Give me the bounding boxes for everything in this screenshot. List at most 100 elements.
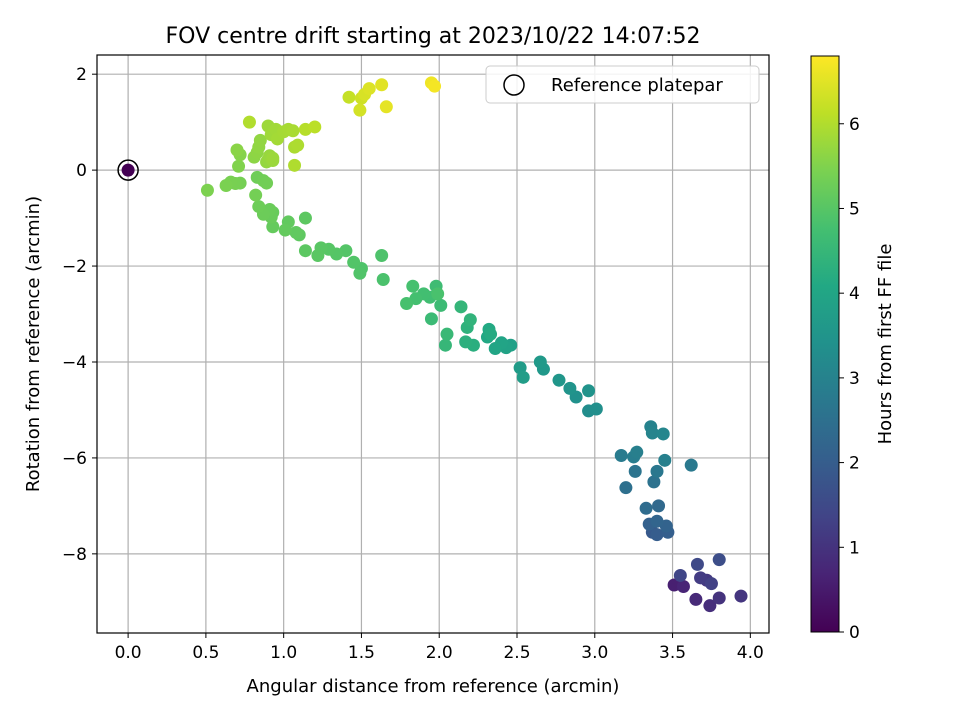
- colorbar-tick-label: 4: [849, 284, 860, 304]
- data-point: [438, 338, 452, 352]
- data-point: [658, 453, 672, 467]
- data-point: [375, 249, 389, 263]
- data-point: [712, 591, 726, 605]
- data-point: [614, 449, 628, 463]
- data-point: [266, 220, 280, 234]
- data-point: [242, 115, 256, 129]
- x-tick-label: 2.0: [426, 643, 453, 663]
- y-tick-label: −6: [62, 449, 87, 469]
- data-point: [311, 249, 325, 263]
- data-point: [704, 577, 718, 591]
- data-point: [424, 312, 438, 326]
- data-point: [673, 568, 687, 582]
- data-point: [434, 298, 448, 312]
- data-point: [712, 553, 726, 567]
- data-point: [690, 557, 704, 571]
- data-point: [650, 464, 664, 478]
- y-axis-label: Rotation from reference (arcmin): [23, 196, 44, 492]
- data-point: [219, 178, 233, 192]
- data-point: [684, 458, 698, 472]
- data-point: [647, 475, 661, 489]
- data-point: [656, 427, 670, 441]
- x-axis-label: Angular distance from reference (arcmin): [247, 676, 620, 697]
- x-tick-label: 3.5: [659, 643, 686, 663]
- colorbar-label: Hours from first FF file: [875, 244, 896, 445]
- legend: Reference platepar: [485, 65, 760, 104]
- data-point: [488, 342, 502, 356]
- data-points: [117, 76, 748, 613]
- chart-title: FOV centre drift starting at 2023/10/22 …: [166, 24, 701, 49]
- data-point: [298, 211, 312, 225]
- data-point: [252, 200, 266, 214]
- data-point: [406, 279, 420, 293]
- data-point: [582, 384, 596, 398]
- data-point: [431, 287, 445, 301]
- data-point: [428, 79, 442, 93]
- x-tick-label: 2.5: [503, 643, 530, 663]
- data-point: [639, 501, 653, 515]
- data-point: [253, 133, 267, 147]
- data-point: [347, 255, 361, 269]
- x-tick-label: 1.5: [348, 643, 375, 663]
- legend-marker: [503, 74, 525, 96]
- y-axis-ticks: 2 0 −2 −4 −6 −8: [62, 65, 97, 565]
- colorbar-tick-label: 0: [849, 623, 860, 643]
- data-point: [552, 373, 566, 387]
- colorbar-tick-label: 1: [849, 538, 860, 558]
- data-point: [676, 579, 690, 593]
- x-axis-ticks: 0.0 0.5 1.0 1.5 2.0 2.5 3.0 3.5 4.0: [115, 633, 764, 663]
- data-point: [619, 481, 633, 495]
- colorbar-tick-label: 2: [849, 454, 860, 474]
- data-point: [291, 138, 305, 152]
- x-tick-label: 3.0: [581, 643, 608, 663]
- data-point: [232, 159, 246, 173]
- data-point: [734, 589, 748, 603]
- data-point: [645, 426, 659, 440]
- data-point: [454, 300, 468, 314]
- data-point: [628, 464, 642, 478]
- grid: [97, 55, 769, 633]
- x-tick-label: 0.0: [115, 643, 142, 663]
- data-point: [563, 381, 577, 395]
- data-point: [630, 445, 644, 459]
- data-point: [362, 82, 376, 96]
- data-point: [308, 120, 322, 134]
- data-point: [289, 225, 303, 239]
- x-tick-label: 4.0: [737, 643, 764, 663]
- data-point: [375, 78, 389, 92]
- x-tick-label: 1.0: [270, 643, 297, 663]
- legend-box: [485, 65, 760, 104]
- data-point: [703, 599, 717, 613]
- reference-marker: [117, 159, 139, 181]
- data-point: [516, 370, 530, 384]
- plot-frame: [96, 54, 770, 634]
- data-point: [200, 183, 214, 197]
- y-tick-label: 2: [76, 65, 87, 85]
- data-point: [650, 528, 664, 542]
- colorbar-tick-label: 5: [849, 199, 860, 219]
- colorbar-tick-label: 3: [849, 369, 860, 389]
- data-point: [342, 90, 356, 104]
- data-point: [459, 335, 473, 349]
- colorbar-gradient: [810, 55, 840, 633]
- y-tick-label: −4: [62, 353, 87, 373]
- data-point: [278, 223, 292, 237]
- data-point: [652, 499, 666, 513]
- reference-point: [121, 163, 135, 177]
- data-point: [266, 151, 280, 165]
- data-point: [379, 100, 393, 114]
- data-point: [298, 244, 312, 258]
- data-point: [288, 158, 302, 172]
- data-point: [286, 124, 300, 138]
- y-tick-label: −2: [62, 257, 87, 277]
- data-point: [650, 514, 664, 528]
- data-point: [249, 188, 263, 202]
- colorbar: 0 1 2 3 4 5 6 Hours from first FF file: [810, 55, 896, 643]
- data-point: [260, 176, 274, 190]
- legend-entry-reference: Reference platepar: [551, 75, 723, 96]
- data-point: [440, 327, 454, 341]
- data-point: [689, 592, 703, 606]
- data-point: [353, 103, 367, 117]
- data-point: [230, 143, 244, 157]
